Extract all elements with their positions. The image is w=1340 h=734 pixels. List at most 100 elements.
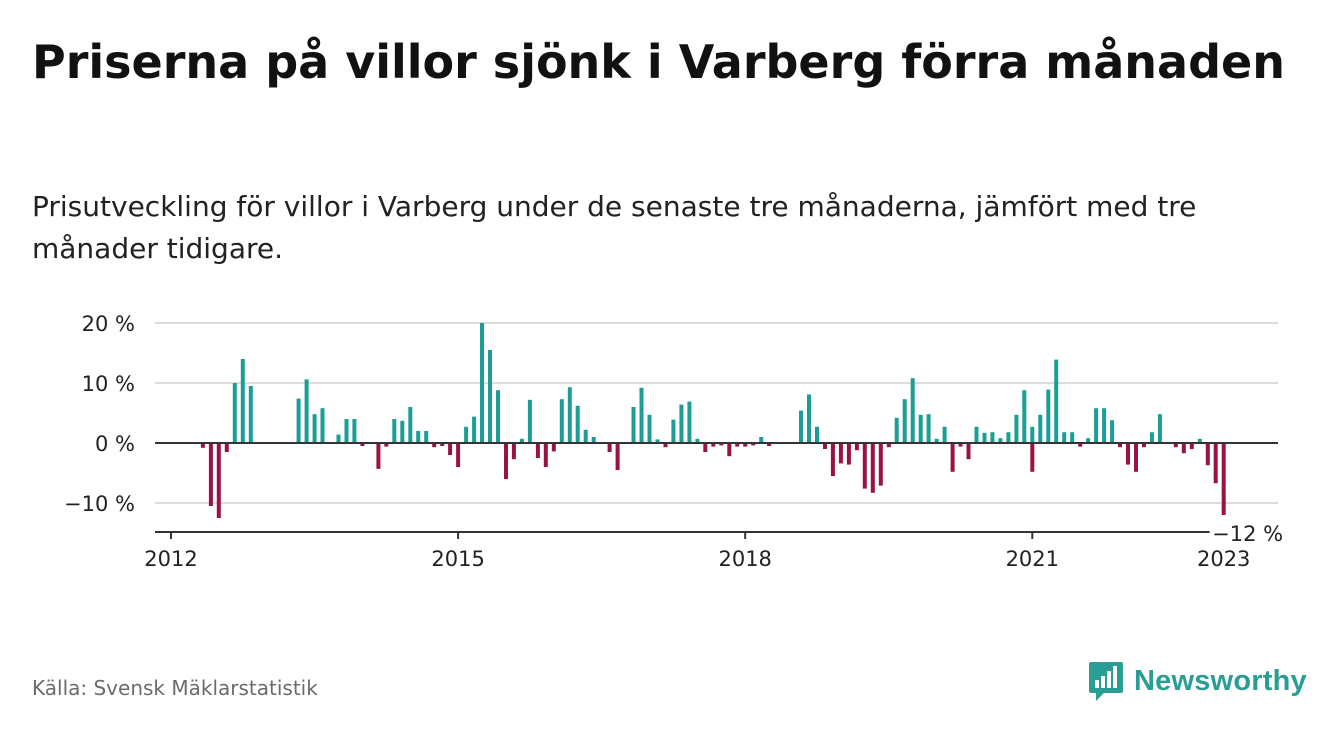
grid-layer	[155, 322, 1278, 504]
bar	[711, 443, 716, 447]
bar	[527, 399, 532, 443]
bar-chart: 20 % 10 % 0 % −10 % 2012 2015 2018 2021 2023−12 …	[64, 312, 1286, 571]
bar	[950, 443, 955, 472]
bar	[344, 419, 349, 443]
bar	[719, 443, 724, 446]
bar	[1022, 390, 1027, 443]
bar	[1030, 443, 1035, 472]
bar	[296, 398, 301, 443]
bar	[894, 417, 899, 443]
bar	[886, 443, 891, 448]
bar	[990, 432, 995, 443]
y-tick-label: 10 %	[82, 372, 135, 396]
bar	[551, 443, 556, 452]
x-tick-label: 2023	[1197, 547, 1250, 571]
bar	[511, 443, 516, 460]
bar	[846, 443, 851, 465]
y-tick-label: −10 %	[64, 492, 135, 516]
bar	[1205, 443, 1210, 466]
bar	[1062, 432, 1067, 443]
bar	[958, 443, 963, 447]
bar	[583, 429, 588, 443]
bar	[384, 443, 389, 447]
bar	[232, 383, 237, 443]
bar	[208, 443, 213, 506]
bar	[695, 438, 700, 443]
chart-subtitle: Prisutveckling för villor i Varberg unde…	[32, 190, 1197, 265]
bar	[448, 443, 453, 455]
bar	[480, 323, 484, 443]
bar	[392, 419, 397, 443]
bar	[1134, 443, 1138, 472]
bar	[440, 443, 445, 446]
bar	[1014, 414, 1019, 443]
bar	[639, 387, 644, 443]
bar	[982, 432, 987, 443]
bar	[320, 408, 325, 443]
bar	[1038, 414, 1043, 443]
bar	[464, 426, 469, 443]
bar	[336, 434, 341, 443]
bar	[926, 414, 931, 443]
bar	[224, 443, 229, 452]
bar	[767, 443, 772, 446]
annotation-background	[1209, 520, 1286, 545]
bar	[488, 350, 492, 443]
x-tick-label: 2015	[431, 547, 484, 571]
bar	[1142, 443, 1146, 448]
bar	[647, 414, 652, 443]
bar	[535, 443, 540, 458]
bar	[1078, 443, 1083, 447]
x-tick-label: 2018	[718, 547, 771, 571]
bar	[1221, 443, 1226, 515]
label-layer: 20 % 10 % 0 % −10 % 2012 2015 2018 2021 2023−12 …	[64, 312, 1286, 571]
bar	[1213, 443, 1218, 484]
bar	[575, 405, 580, 443]
bar	[934, 438, 939, 443]
bar	[1157, 414, 1162, 443]
bar	[567, 387, 572, 443]
bar	[918, 414, 923, 443]
bar	[942, 426, 947, 443]
bar	[1149, 432, 1154, 443]
bar	[472, 416, 477, 443]
bar	[248, 386, 253, 443]
bar	[456, 443, 461, 467]
bar	[727, 443, 732, 457]
bar	[615, 443, 620, 470]
bar	[352, 419, 357, 443]
brand-name: Newsworthy	[1134, 664, 1307, 697]
bar	[743, 443, 748, 447]
y-tick-label: 0 %	[95, 432, 135, 456]
bar	[799, 410, 803, 443]
bar	[559, 399, 564, 443]
bar	[815, 426, 819, 443]
bar	[703, 443, 708, 452]
bar	[304, 379, 309, 443]
bar	[312, 414, 317, 443]
bar	[504, 443, 508, 479]
bar	[751, 443, 756, 446]
bar	[998, 438, 1003, 443]
brand-logo[interactable]: Newsworthy	[1088, 660, 1307, 702]
bar	[631, 407, 636, 443]
bar	[902, 399, 907, 443]
bar	[1054, 359, 1059, 443]
bar	[408, 407, 413, 443]
bar	[854, 443, 859, 451]
bar	[1118, 443, 1122, 448]
chart-title: Priserna på villor sjönk i Varberg förra…	[32, 35, 1285, 89]
bar	[1086, 438, 1091, 443]
bar	[1173, 443, 1178, 448]
bar	[1110, 420, 1115, 443]
bar	[1094, 408, 1099, 443]
bar	[400, 420, 405, 443]
bar	[679, 404, 684, 443]
bar	[432, 443, 437, 448]
bar	[687, 401, 692, 443]
bar	[807, 394, 811, 443]
bar	[240, 359, 245, 443]
bar	[830, 443, 835, 476]
bar	[591, 437, 596, 443]
bar	[974, 426, 979, 443]
